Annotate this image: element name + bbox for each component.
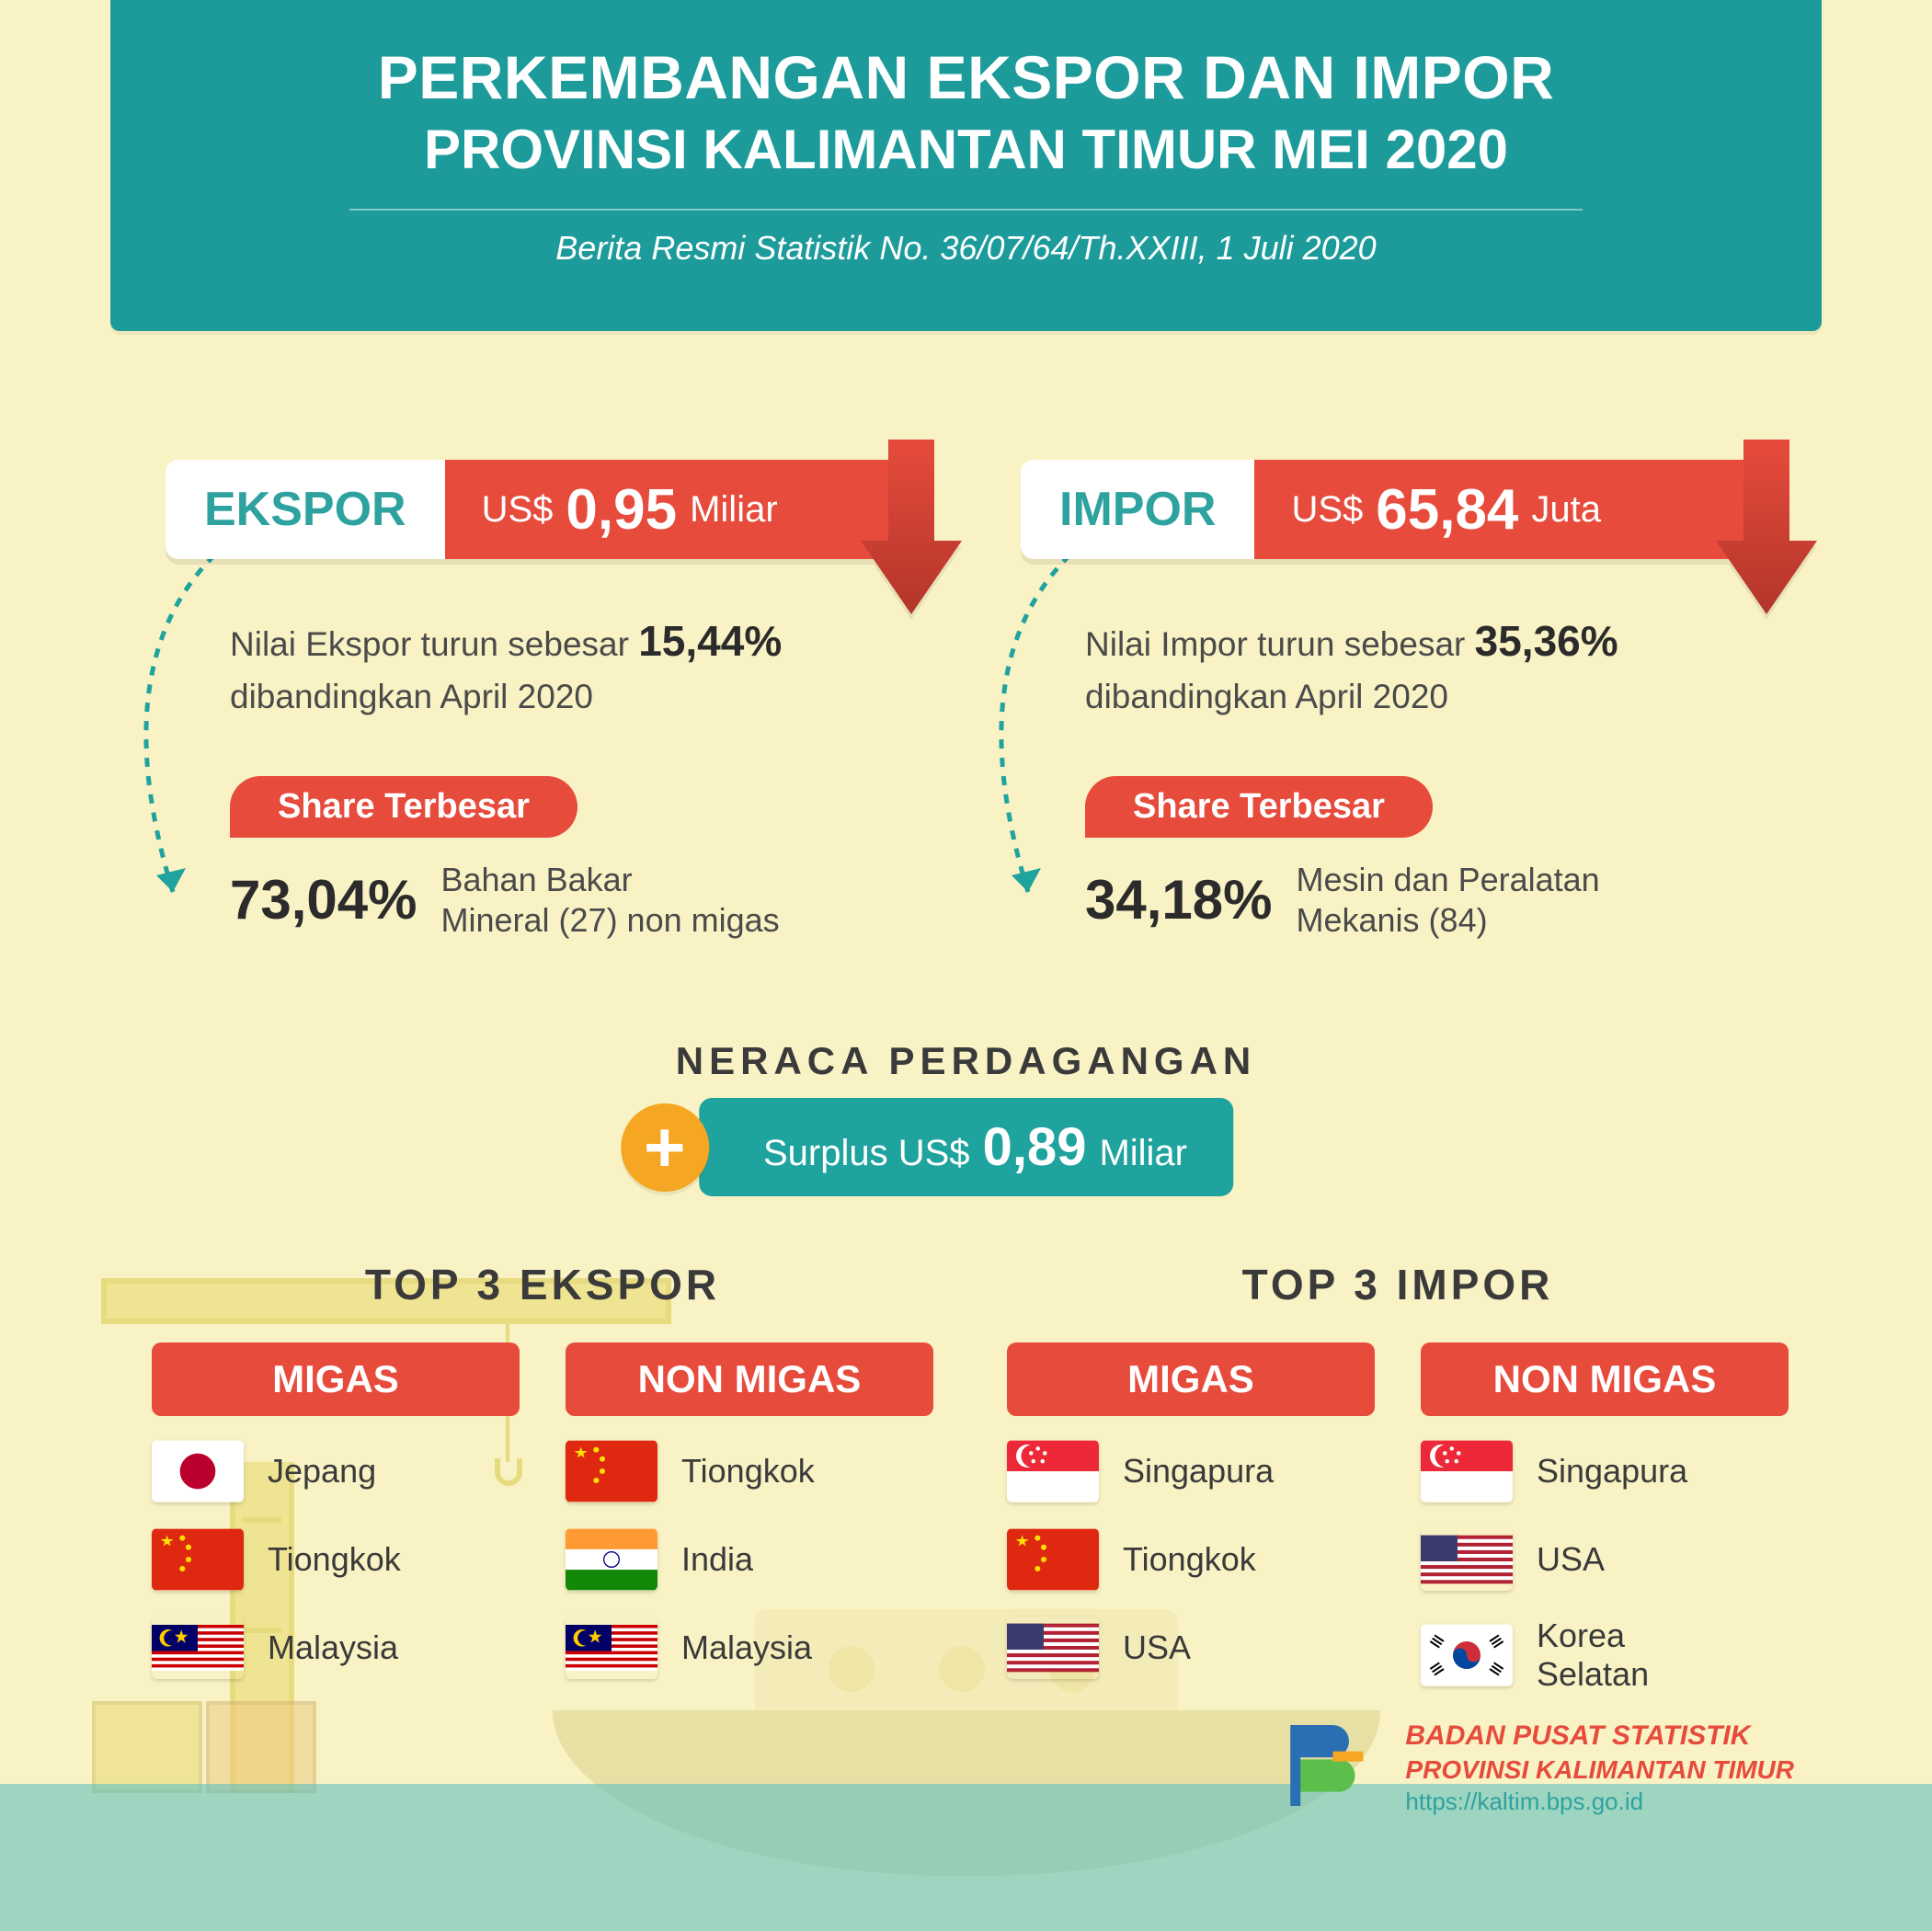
country-name: India: [681, 1540, 753, 1579]
country-item: Jepang: [152, 1440, 520, 1503]
impor-pill: IMPOR US$ 65,84 Juta: [1021, 460, 1775, 559]
country-name: Malaysia: [268, 1628, 398, 1667]
country-name: Malaysia: [681, 1628, 812, 1667]
country-name: Tiongkok: [268, 1540, 401, 1579]
ekspor-currency: US$: [482, 489, 554, 531]
impor-label: IMPOR: [1021, 460, 1254, 559]
cn-flag-icon: [566, 1440, 657, 1503]
us-flag-icon: [1007, 1617, 1099, 1679]
impor-share-text: Mesin dan Peralatan Mekanis (84): [1297, 860, 1600, 939]
impor-currency: US$: [1291, 489, 1363, 531]
my-flag-icon: [152, 1617, 244, 1679]
top3-ekspor: TOP 3 EKSPOR MIGAS Jepang Tiongkok Malaysi…: [138, 1260, 947, 1705]
country-item: India: [566, 1528, 933, 1591]
header-subtitle: Berita Resmi Statistik No. 36/07/64/Th.X…: [184, 229, 1748, 268]
country-name: USA: [1123, 1628, 1191, 1667]
us-flag-icon: [1421, 1528, 1513, 1591]
ekspor-label: EKSPOR: [166, 460, 445, 559]
country-item: Tiongkok: [152, 1528, 520, 1591]
down-arrow-icon: [1716, 440, 1817, 614]
down-arrow-icon: [861, 440, 962, 614]
ekspor-share-pct: 73,04%: [230, 868, 417, 931]
country-item: Singapura: [1007, 1440, 1375, 1503]
country-item: Tiongkok: [1007, 1528, 1375, 1591]
title-line-2: PROVINSI KALIMANTAN TIMUR MEI 2020: [184, 118, 1748, 181]
ekspor-amount: 0,95: [566, 477, 677, 543]
impor-description: Nilai Impor turun sebesar 35,36% dibandi…: [1021, 611, 1775, 721]
country-item: Tiongkok: [566, 1440, 933, 1503]
country-name: Jepang: [268, 1452, 376, 1491]
country-item: Singapura: [1421, 1440, 1789, 1503]
plus-badge-icon: +: [621, 1103, 709, 1192]
title-line-1: PERKEMBANGAN EKSPOR DAN IMPOR: [184, 42, 1748, 112]
country-item: USA: [1007, 1617, 1375, 1679]
country-item: Malaysia: [566, 1617, 933, 1679]
ekspor-unit: Miliar: [690, 489, 778, 531]
nonmigas-header: NON MIGAS: [566, 1343, 933, 1416]
impor-nonmigas-col: NON MIGAS Singapura USA Korea Selatan: [1421, 1343, 1789, 1720]
country-name: Tiongkok: [681, 1452, 815, 1491]
impor-share: Share Terbesar 34,18% Mesin dan Peralata…: [1021, 776, 1775, 939]
impor-unit: Juta: [1531, 489, 1601, 531]
cn-flag-icon: [1007, 1528, 1099, 1591]
impor-value: US$ 65,84 Juta: [1254, 460, 1775, 559]
impor-share-pct: 34,18%: [1085, 868, 1273, 931]
footer: BADAN PUSAT STATISTIK PROVINSI KALIMANTA…: [1278, 1715, 1794, 1821]
country-item: USA: [1421, 1528, 1789, 1591]
country-item: Malaysia: [152, 1617, 520, 1679]
sg-flag-icon: [1421, 1440, 1513, 1503]
cn-flag-icon: [152, 1528, 244, 1591]
country-name: Singapura: [1537, 1452, 1687, 1491]
country-name: Tiongkok: [1123, 1540, 1256, 1579]
in-flag-icon: [566, 1528, 657, 1591]
header-divider: [349, 209, 1583, 211]
kr-flag-icon: [1421, 1624, 1513, 1686]
ekspor-migas-col: MIGAS Jepang Tiongkok Malaysia: [152, 1343, 520, 1705]
migas-header: MIGAS: [1007, 1343, 1375, 1416]
impor-migas-col: MIGAS Singapura Tiongkok USA: [1007, 1343, 1375, 1720]
country-name: USA: [1537, 1540, 1605, 1579]
header-banner: PERKEMBANGAN EKSPOR DAN IMPOR PROVINSI K…: [110, 0, 1822, 331]
country-name: Korea Selatan: [1537, 1617, 1649, 1694]
neraca-value: Surplus US$ 0,89 Miliar: [699, 1098, 1233, 1196]
share-terbesar-tag: Share Terbesar: [230, 776, 577, 838]
impor-block: IMPOR US$ 65,84 Juta Nilai Impor turun s…: [1021, 460, 1775, 940]
country-name: Singapura: [1123, 1452, 1274, 1491]
top3-impor: TOP 3 IMPOR MIGAS Singapura Tiongkok USA N…: [993, 1260, 1802, 1720]
top3-impor-title: TOP 3 IMPOR: [993, 1260, 1802, 1309]
ekspor-nonmigas-col: NON MIGAS Tiongkok India Malaysia: [566, 1343, 933, 1705]
migas-header: MIGAS: [152, 1343, 520, 1416]
jp-flag-icon: [152, 1440, 244, 1503]
nonmigas-header: NON MIGAS: [1421, 1343, 1789, 1416]
top3-ekspor-title: TOP 3 EKSPOR: [138, 1260, 947, 1309]
my-flag-icon: [566, 1617, 657, 1679]
bps-logo-icon: [1278, 1715, 1379, 1821]
infographic-canvas: PERKEMBANGAN EKSPOR DAN IMPOR PROVINSI K…: [0, 0, 1932, 1931]
ekspor-share: Share Terbesar 73,04% Bahan Bakar Minera…: [166, 776, 920, 939]
ekspor-pill: EKSPOR US$ 0,95 Miliar: [166, 460, 920, 559]
ekspor-block: EKSPOR US$ 0,95 Miliar Nilai Ekspor turu…: [166, 460, 920, 940]
footer-text: BADAN PUSAT STATISTIK PROVINSI KALIMANTA…: [1405, 1718, 1794, 1818]
country-item: Korea Selatan: [1421, 1617, 1789, 1694]
ekspor-share-text: Bahan Bakar Mineral (27) non migas: [441, 860, 780, 939]
containers-illustration: [92, 1701, 316, 1793]
ekspor-value: US$ 0,95 Miliar: [445, 460, 920, 559]
share-terbesar-tag: Share Terbesar: [1085, 776, 1433, 838]
impor-amount: 65,84: [1376, 477, 1518, 543]
neraca-title: NERACA PERDAGANGAN: [676, 1039, 1256, 1083]
ekspor-description: Nilai Ekspor turun sebesar 15,44% diband…: [166, 611, 920, 721]
sg-flag-icon: [1007, 1440, 1099, 1503]
neraca-block: NERACA PERDAGANGAN + Surplus US$ 0,89 Mi…: [676, 1039, 1256, 1196]
